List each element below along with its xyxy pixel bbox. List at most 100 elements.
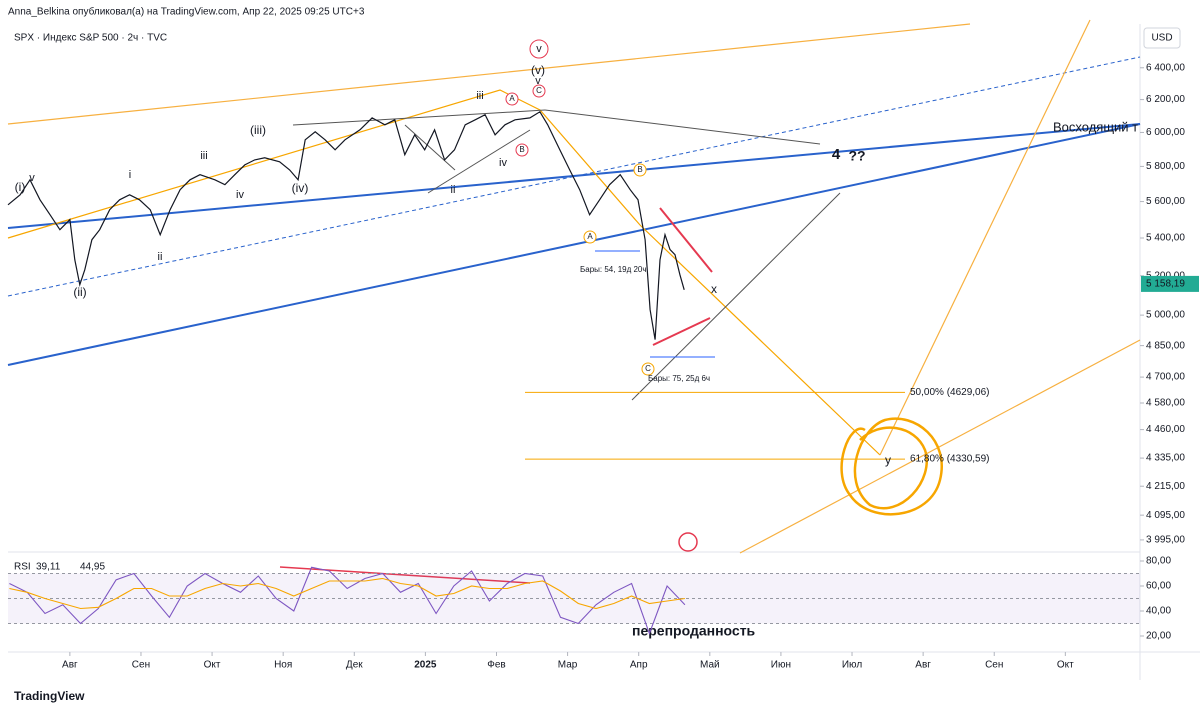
trend-line bbox=[544, 109, 821, 145]
annotation: v bbox=[29, 172, 35, 184]
triangle-line bbox=[652, 317, 711, 346]
annotation: iv bbox=[236, 189, 244, 201]
annotation: B bbox=[637, 165, 642, 174]
annotation: Бары: 54, 19д 20ч bbox=[580, 265, 647, 274]
x-tick-label: 2025 bbox=[414, 660, 437, 671]
fib-label: 61,80% (4330,59) bbox=[910, 454, 990, 465]
legend-value: 39,11 bbox=[36, 562, 61, 573]
y-tick-label: 6 200,00 bbox=[1146, 94, 1185, 105]
brand: TradingView bbox=[14, 689, 85, 703]
wave-circle bbox=[641, 362, 655, 376]
y-tick-label: 6 000,00 bbox=[1146, 127, 1185, 138]
event-icon[interactable] bbox=[678, 532, 698, 552]
annotation: Восходящий т bbox=[1053, 119, 1138, 134]
annotation: перепроданность bbox=[632, 623, 756, 639]
annotation: C bbox=[536, 86, 542, 95]
annotation: Бары: 75, 25д 6ч bbox=[648, 374, 710, 383]
annotation: iv bbox=[499, 157, 507, 169]
x-tick-label: Сен bbox=[985, 660, 1003, 671]
trend-line bbox=[7, 123, 1141, 366]
annotation: x bbox=[711, 282, 717, 296]
publish-info: Anna_Belkina опубликовал(а) на TradingVi… bbox=[8, 6, 365, 18]
trend-line bbox=[292, 109, 546, 126]
annotation: (i) bbox=[15, 180, 26, 194]
target-scribble bbox=[840, 417, 943, 516]
y-tick-label: 40,00 bbox=[1146, 606, 1171, 617]
x-tick-label: Авг bbox=[62, 660, 78, 671]
drawings bbox=[7, 19, 1141, 584]
annotation: (iii) bbox=[250, 123, 266, 137]
annotation: B bbox=[519, 145, 524, 154]
annotation: v bbox=[535, 75, 541, 87]
y-tick-label: 5 400,00 bbox=[1146, 233, 1185, 244]
y-tick-label: 3 995,00 bbox=[1146, 535, 1185, 546]
y-tick-label: 20,00 bbox=[1146, 631, 1171, 642]
last-price-tag bbox=[1141, 275, 1199, 292]
indicator-line bbox=[9, 566, 686, 636]
last-price-label: 5 158,19 bbox=[1146, 279, 1185, 290]
currency[interactable]: USD bbox=[1151, 33, 1172, 44]
annotation: A bbox=[587, 232, 593, 241]
trend-line bbox=[404, 124, 456, 171]
annotation: (iv) bbox=[292, 181, 309, 195]
trend-line bbox=[7, 56, 1141, 297]
annotation: (ii) bbox=[73, 285, 86, 299]
x-tick-label: Мар bbox=[558, 660, 578, 671]
x-tick-label: Июн bbox=[771, 660, 791, 671]
legend-value: 44,95 bbox=[80, 562, 105, 573]
wave-circle bbox=[529, 39, 549, 59]
spacer bbox=[22, 118, 1010, 280]
annotation: iii bbox=[200, 150, 207, 162]
annotation: (v) bbox=[531, 63, 545, 77]
y-tick-label: 80,00 bbox=[1146, 556, 1171, 567]
x-tick-label: Дек bbox=[346, 660, 363, 671]
y-tick-label: 4 850,00 bbox=[1146, 340, 1185, 351]
x-tick-label: Сен bbox=[132, 660, 150, 671]
wave-circle bbox=[505, 92, 519, 106]
triangle-line bbox=[659, 207, 713, 273]
y-tick-label: 4 095,00 bbox=[1146, 510, 1185, 521]
y-tick-label: 4 335,00 bbox=[1146, 453, 1185, 464]
y-tick-label: 4 580,00 bbox=[1146, 398, 1185, 409]
annotation: ii bbox=[451, 184, 456, 196]
x-tick-label: Окт bbox=[1057, 660, 1074, 671]
annotation: ii bbox=[158, 251, 163, 263]
y-tick-label: 5 600,00 bbox=[1146, 196, 1185, 207]
price-line bbox=[7, 110, 685, 340]
x-tick-label: Апр bbox=[630, 660, 648, 671]
annotation: 4 bbox=[832, 146, 841, 163]
x-tick-label: Авг bbox=[915, 660, 931, 671]
x-tick-label: Фев bbox=[487, 660, 505, 671]
y-tick-label: 4 460,00 bbox=[1146, 424, 1185, 435]
symbol-title: SPX · Индекс S&P 500 · 2ч · TVC bbox=[14, 33, 167, 44]
x-tick-label: Ноя bbox=[274, 660, 292, 671]
wave-circle bbox=[515, 143, 529, 157]
annotation: iii bbox=[476, 90, 483, 102]
trend-line bbox=[631, 192, 841, 401]
annotation: ?? bbox=[848, 148, 865, 164]
x-tick-label: Май bbox=[700, 660, 720, 671]
trend-line bbox=[879, 19, 1091, 456]
x-tick-label: Окт bbox=[204, 660, 221, 671]
y-tick-label: 6 400,00 bbox=[1146, 62, 1185, 73]
annotation: C bbox=[645, 364, 651, 373]
annotation: v bbox=[536, 43, 542, 55]
trend-line bbox=[7, 123, 1141, 229]
y-tick-label: 4 215,00 bbox=[1146, 481, 1185, 492]
wave-circle bbox=[532, 84, 546, 98]
wave-circle bbox=[633, 163, 647, 177]
legend-name: RSI bbox=[14, 562, 31, 573]
annotation: A bbox=[509, 94, 515, 103]
currency-box[interactable] bbox=[1143, 27, 1181, 49]
fib-label: 50,00% (4629,06) bbox=[910, 387, 990, 398]
wave-circle bbox=[583, 230, 597, 244]
y-tick-label: 5 000,00 bbox=[1146, 310, 1185, 321]
y-tick-label: 5 800,00 bbox=[1146, 161, 1185, 172]
annotation: y bbox=[885, 453, 891, 467]
trend-line bbox=[427, 129, 531, 194]
x-tick-label: Июл bbox=[842, 660, 862, 671]
y-tick-label: 4 700,00 bbox=[1146, 372, 1185, 383]
annotation: i bbox=[129, 169, 131, 181]
